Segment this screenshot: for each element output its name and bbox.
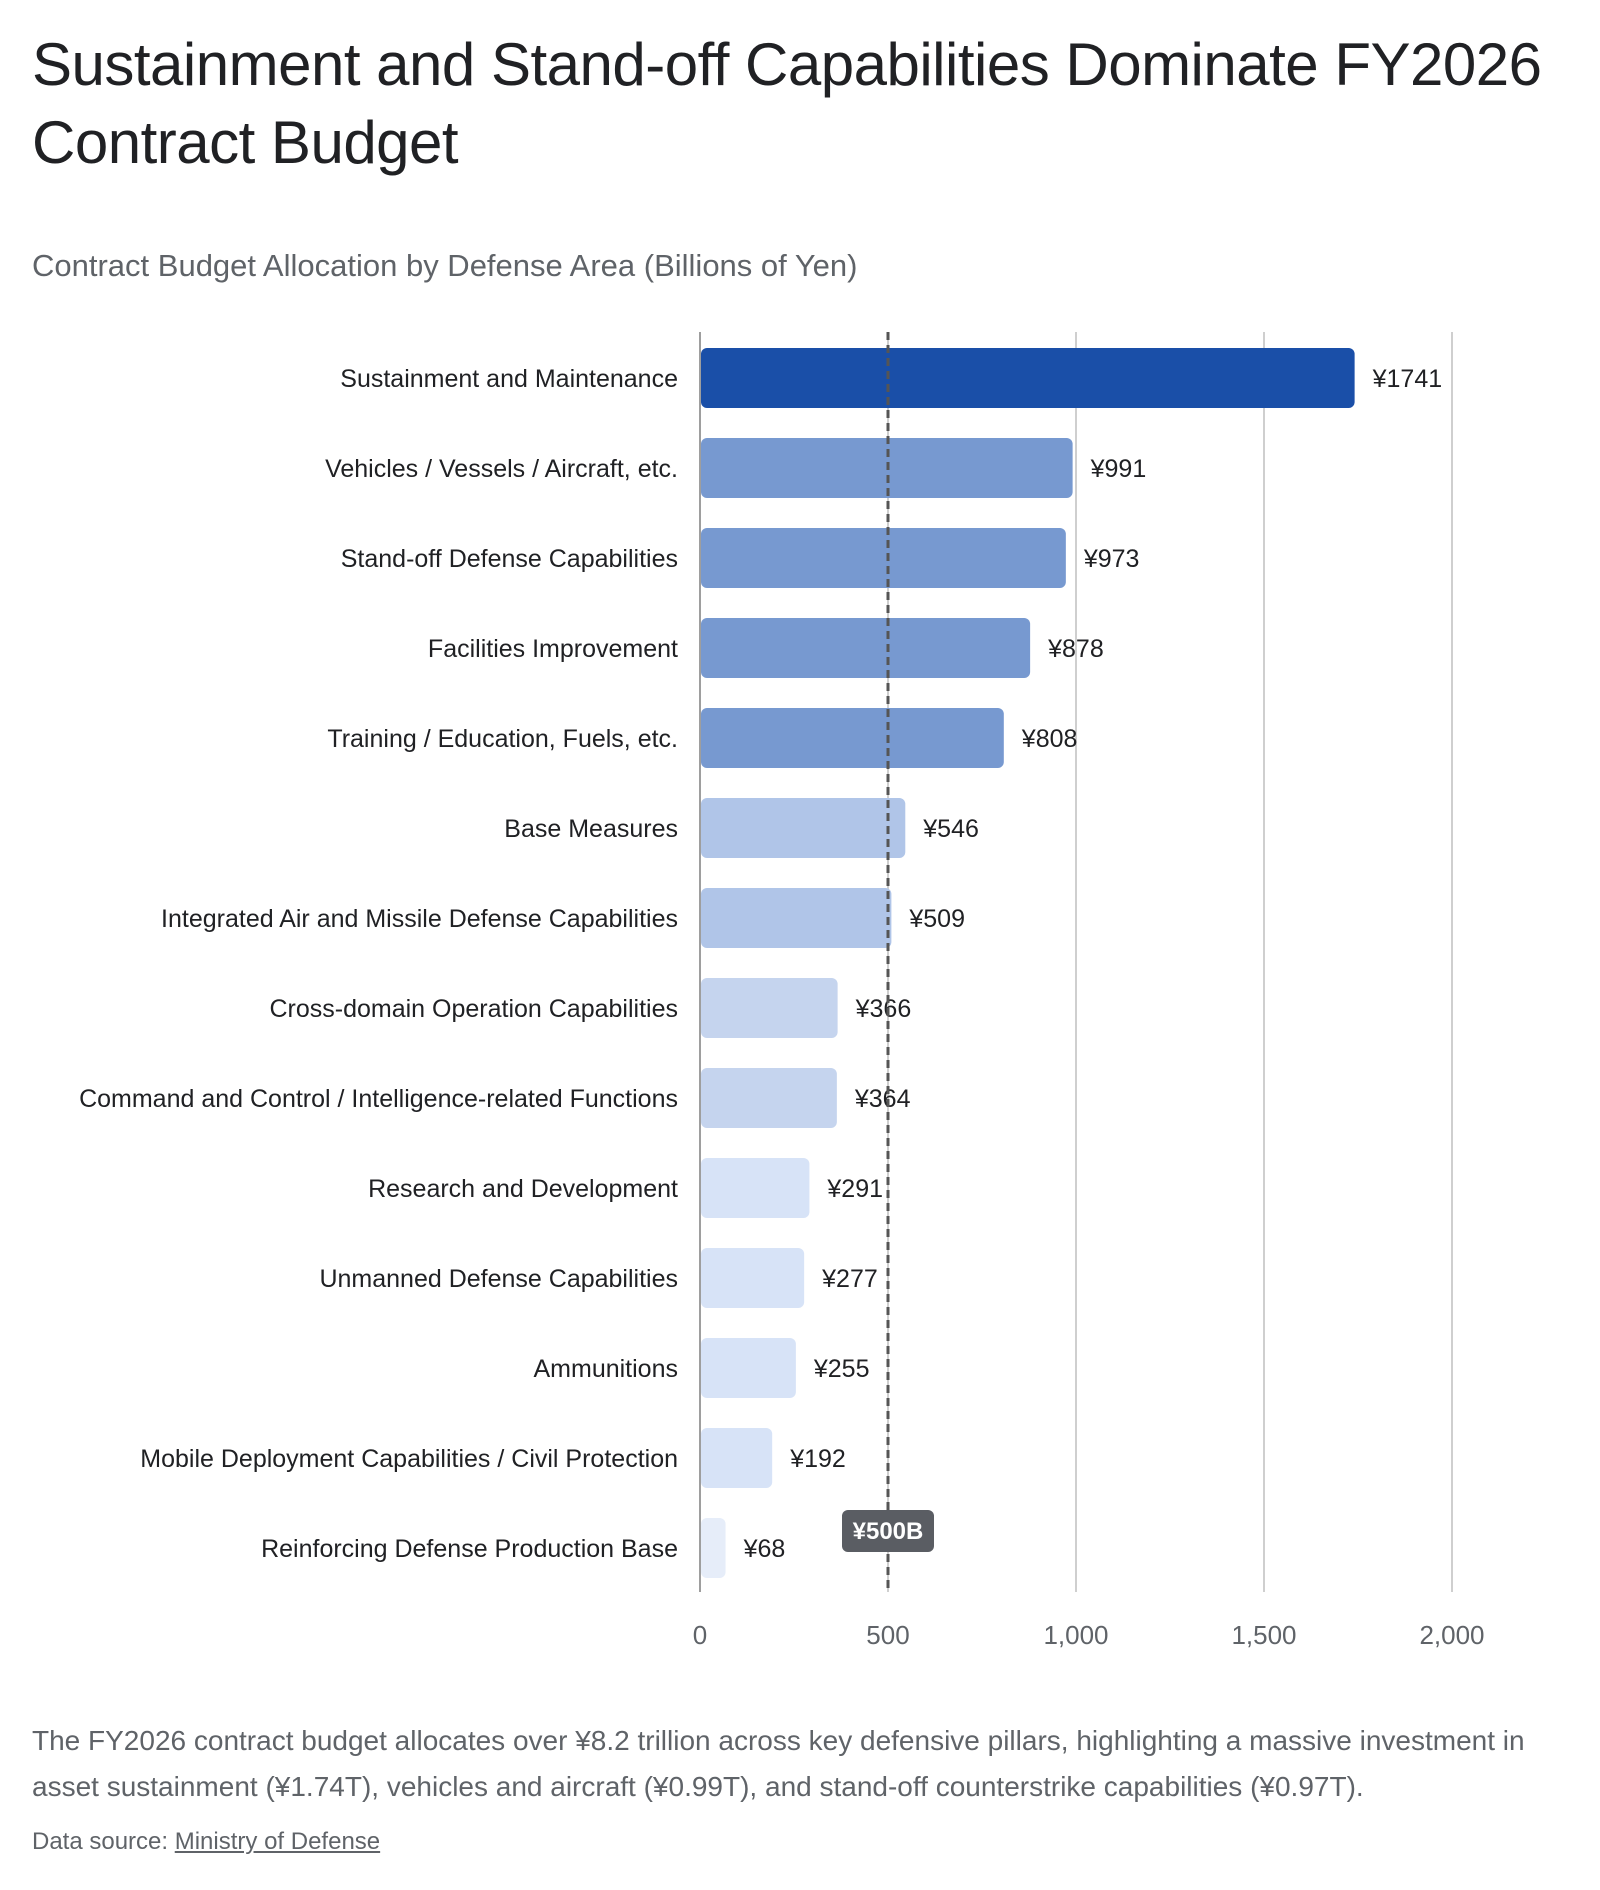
category-label: Facilities Improvement: [428, 635, 678, 663]
data-source: Data source: Ministry of Defense: [32, 1826, 380, 1858]
category-label: Mobile Deployment Capabilities / Civil P…: [140, 1445, 678, 1473]
bar: [701, 1338, 796, 1398]
value-label: ¥291: [826, 1175, 883, 1203]
bar: [701, 1428, 773, 1488]
reference-line-group: ¥500B: [842, 332, 934, 1592]
value-label: ¥366: [855, 995, 912, 1023]
value-label: ¥255: [813, 1355, 870, 1383]
bar: [701, 1158, 810, 1218]
gridlines: [699, 332, 1453, 1592]
data-source-link[interactable]: Ministry of Defense: [174, 1828, 381, 1855]
category-label: Vehicles / Vessels / Aircraft, etc.: [325, 455, 678, 483]
bar-chart: Sustainment and Maintenance Vehicles / Ve…: [79, 332, 1485, 1650]
data-source-prefix: Data source:: [32, 1828, 175, 1855]
bar: [701, 348, 1355, 408]
bar: [701, 978, 838, 1038]
category-label: Cross-domain Operation Capabilities: [269, 995, 678, 1023]
bar: [701, 1068, 837, 1128]
value-label: ¥277: [821, 1265, 878, 1293]
category-label: Integrated Air and Missile Defense Capab…: [161, 905, 678, 933]
bar: [701, 798, 906, 858]
bar: [701, 1248, 805, 1308]
category-label: Sustainment and Maintenance: [340, 365, 678, 393]
value-label: ¥192: [789, 1445, 846, 1473]
value-label: ¥973: [1083, 545, 1140, 573]
bar: [701, 888, 892, 948]
value-label: ¥546: [922, 815, 979, 843]
x-tick-label: 0: [693, 1620, 707, 1650]
chart-subtitle: Contract Budget Allocation by Defense Ar…: [32, 248, 858, 283]
category-label: Research and Development: [368, 1175, 678, 1203]
x-tick-label: 2,000: [1419, 1620, 1484, 1650]
x-tick-label: 500: [866, 1620, 909, 1650]
bar: [701, 528, 1066, 588]
chart-summary: The FY2026 contract budget allocates ove…: [32, 1725, 1525, 1802]
category-label: Unmanned Defense Capabilities: [319, 1265, 678, 1293]
reference-badge: [842, 1510, 934, 1552]
value-label: ¥991: [1090, 455, 1147, 483]
x-tick-label: 1,000: [1043, 1620, 1108, 1650]
page-title: Sustainment and Stand-off Capabilities D…: [32, 31, 1542, 176]
category-label: Reinforcing Defense Production Base: [261, 1535, 678, 1563]
category-label: Ammunitions: [534, 1355, 679, 1383]
bar: [701, 708, 1004, 768]
value-label: ¥68: [743, 1535, 786, 1563]
category-labels: Sustainment and Maintenance Vehicles / Ve…: [79, 365, 678, 1563]
x-tick-label: 1,500: [1231, 1620, 1296, 1650]
category-label: Training / Education, Fuels, etc.: [327, 725, 678, 753]
value-label: ¥509: [908, 905, 965, 933]
value-label: ¥1741: [1372, 365, 1443, 393]
bar: [701, 618, 1031, 678]
bars: [701, 348, 1355, 1578]
category-label: Stand-off Defense Capabilities: [341, 545, 678, 573]
value-label: ¥808: [1021, 725, 1078, 753]
x-axis-ticks: 0 500 1,000 1,500 2,000: [693, 1620, 1485, 1650]
category-label: Base Measures: [504, 815, 678, 843]
value-label: ¥878: [1047, 635, 1104, 663]
value-labels: ¥1741 ¥991 ¥973 ¥878 ¥808 ¥546 ¥509 ¥366 ¥364 ¥29…: [743, 365, 1443, 1563]
category-label: Command and Control / Intelligence-relat…: [79, 1085, 678, 1113]
value-label: ¥364: [854, 1085, 911, 1113]
bar: [701, 1518, 726, 1578]
reference-label: ¥500B: [853, 1518, 924, 1545]
